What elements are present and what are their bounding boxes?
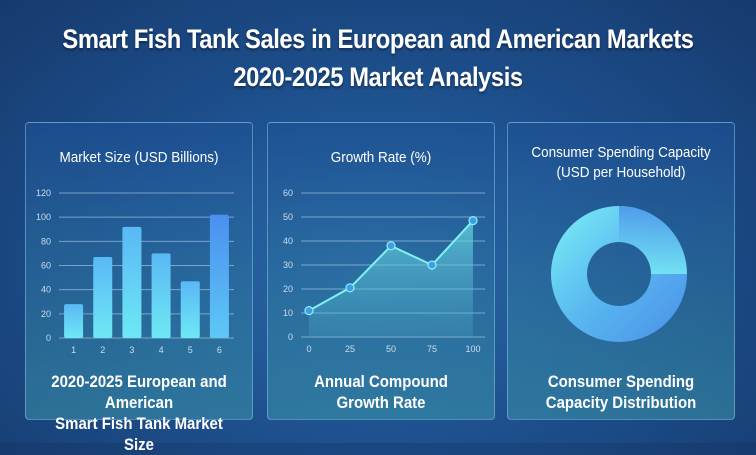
panel-footer: Annual Compound: [314, 372, 448, 391]
bar: [64, 304, 84, 338]
panel-footer: Consumer Spending: [547, 372, 695, 391]
area-fill: [309, 220, 473, 337]
bar: [151, 253, 171, 338]
panel-title: (USD per Household): [556, 164, 686, 181]
x-tick-label: 4: [159, 345, 164, 355]
y-tick-label: 20: [41, 309, 51, 319]
data-point: [304, 306, 314, 316]
y-tick-label: 60: [283, 188, 293, 198]
panel-footer: Growth Rate: [336, 393, 426, 412]
y-tick-label: 100: [36, 212, 51, 222]
donut-slice: [619, 206, 687, 274]
y-tick-label: 0: [46, 333, 51, 343]
panel-title: Market Size (USD Billions): [59, 149, 219, 166]
main-subtitle: 2020-2025 Market Analysis: [233, 62, 523, 92]
main-title: Smart Fish Tank Sales in European and Am…: [62, 24, 694, 54]
x-tick-label: 1: [71, 345, 76, 355]
x-tick-label: 5: [188, 345, 193, 355]
data-point: [386, 241, 396, 251]
panel-title: Growth Rate (%): [330, 149, 432, 166]
y-tick-label: 20: [283, 284, 293, 294]
panel-footer: Smart Fish Tank Market Size: [55, 414, 223, 454]
y-tick-label: 40: [283, 236, 293, 246]
x-tick-label: 75: [427, 344, 437, 354]
x-tick-label: 50: [386, 344, 396, 354]
y-tick-label: 60: [41, 261, 51, 271]
y-tick-label: 10: [283, 308, 293, 318]
x-tick-label: 0: [306, 344, 311, 354]
data-point: [345, 283, 355, 293]
donut-chart: [550, 206, 687, 342]
bar: [122, 226, 142, 338]
x-tick-label: 3: [129, 345, 134, 355]
y-tick-label: 40: [41, 285, 51, 295]
x-tick-label: 100: [465, 344, 480, 354]
bar: [93, 257, 113, 338]
bar: [180, 281, 200, 338]
data-point: [468, 215, 478, 226]
y-tick-label: 50: [283, 212, 293, 222]
panel-footer: 2020-2025 European and American: [51, 372, 227, 412]
panel-title: Consumer Spending Capacity: [531, 144, 711, 161]
market-size-panel: Market Size (USD Billions) 0 20 40 60 80 100 1…: [25, 122, 253, 454]
x-tick-label: 2: [100, 345, 105, 355]
bar-chart: 0 20 40 60 80 100 120 1 2 3 4 5 6: [36, 188, 234, 355]
y-tick-label: 80: [41, 236, 51, 246]
y-tick-label: 120: [36, 188, 51, 198]
line-chart: 0 10 20 30 40 50 60 0 25 50 75 100: [283, 188, 485, 354]
data-point: [427, 260, 437, 270]
bar: [209, 214, 229, 338]
y-tick-label: 0: [288, 332, 293, 342]
x-tick-label: 6: [217, 345, 222, 355]
x-tick-label: 25: [345, 344, 355, 354]
panel-footer: Capacity Distribution: [545, 393, 697, 412]
y-tick-label: 30: [283, 260, 293, 270]
growth-rate-panel: Growth Rate (%) 0 10 20 30 40 50 60 0 25 50 75 100 …: [267, 122, 495, 420]
spending-panel: Consumer Spending Capacity (USD per House…: [507, 122, 735, 420]
